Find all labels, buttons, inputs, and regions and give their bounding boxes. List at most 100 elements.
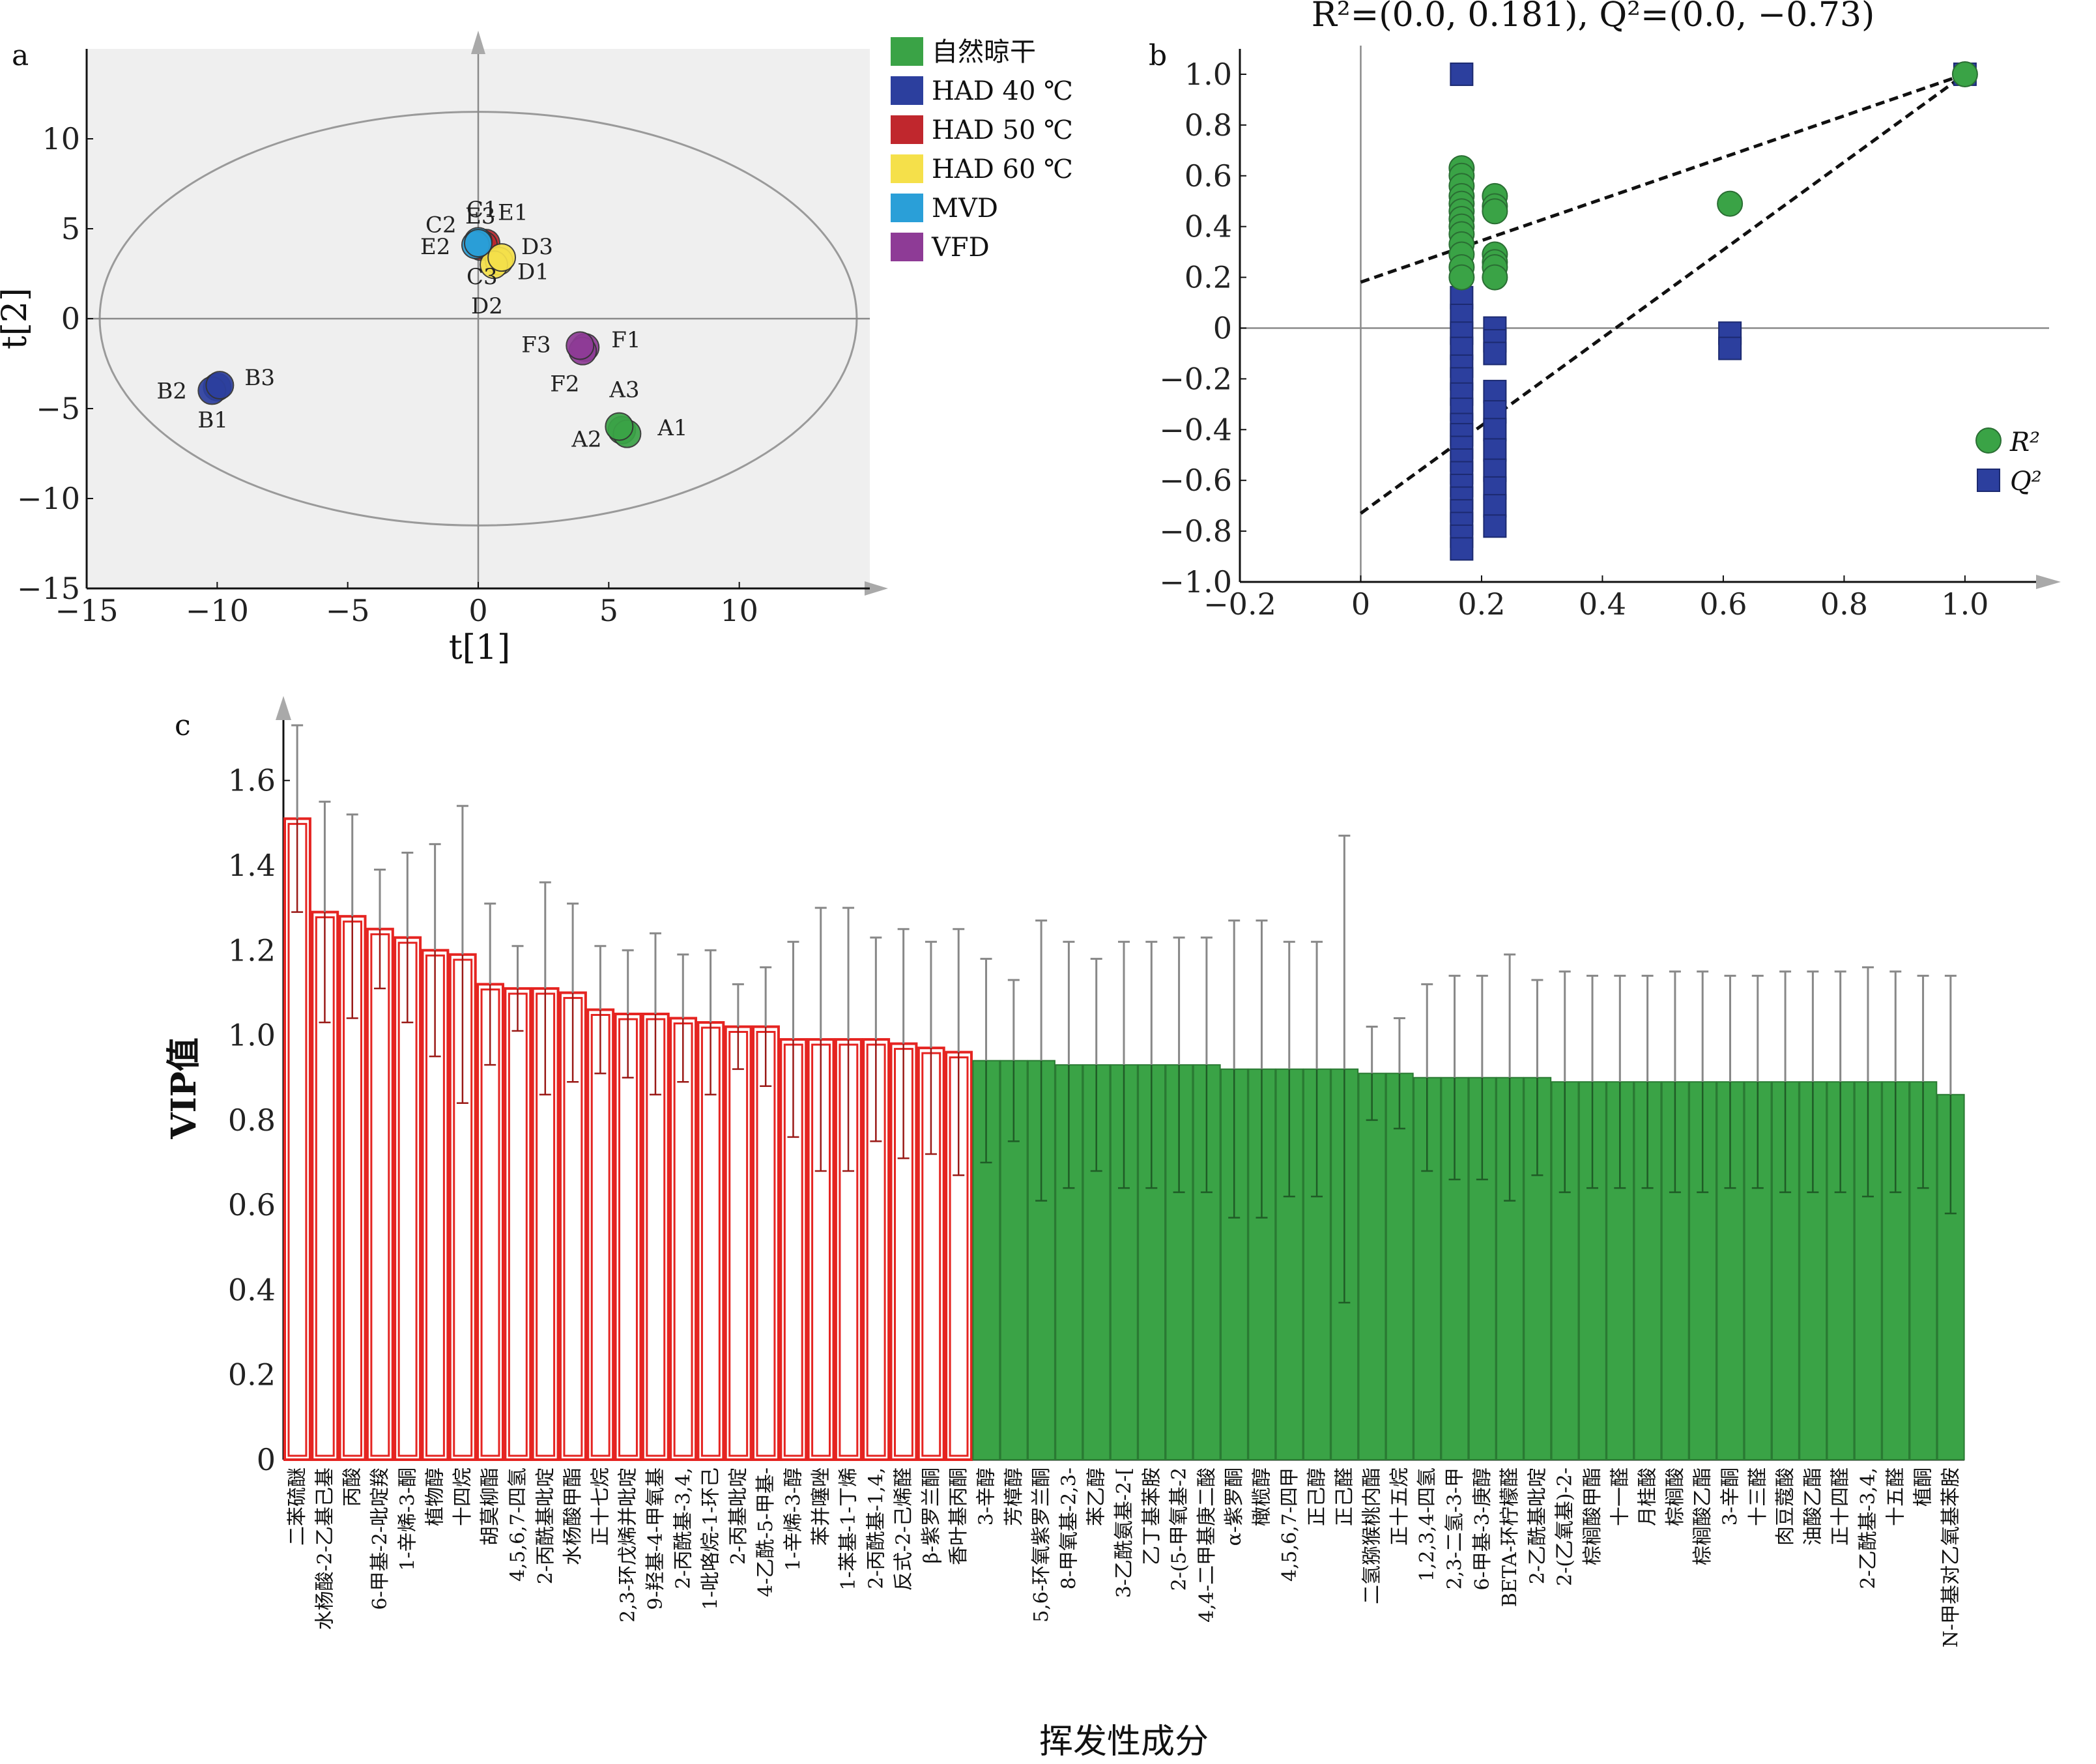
x-tick-label-b: 1.0 [1941,586,1988,622]
category-label: BETA-环柠檬醛 [1499,1468,1521,1607]
point-label-B3: B3 [244,365,275,391]
y-tick-label-c: 0.2 [228,1357,276,1393]
point-label-C2: C2 [425,212,457,239]
x-tick-label-b: 0.4 [1579,586,1626,622]
legend-marker-q2 [1977,469,2000,492]
y-axis-title-c: VIP值 [164,1037,204,1140]
category-label: 苯并噻唑 [810,1468,833,1546]
x-axis-arrow-a [865,581,888,596]
y-tick-label-c: 0.6 [228,1187,276,1222]
y-tick-label-b: 1.0 [1184,57,1232,92]
r2-point [1482,198,1508,225]
category-label: 2-乙酰基-3,4, [1857,1468,1880,1589]
r2-point [1717,190,1744,217]
y-tick-label-b: −0.4 [1159,412,1232,447]
q2-point [1483,494,1507,518]
vip-bar [1689,1081,1717,1460]
legend-swatch-a [891,115,923,144]
category-label: α-紫罗酮 [1223,1468,1246,1546]
x-tick-label-a: 5 [599,593,618,628]
score-point-D3 [487,243,517,272]
category-label: 香叶基丙酮 [947,1468,970,1565]
q2-point [1450,537,1474,561]
q2-point [1483,514,1507,538]
category-label: 正己醛 [1333,1468,1356,1526]
legend-label-a: 自然晾干 [932,37,1036,67]
x-tick-label-b: −0.2 [1203,586,1276,622]
r2-point [1448,264,1475,291]
y-tick-label-b: −0.8 [1159,513,1232,549]
legend-marker-r2 [1975,427,2002,454]
category-label: 1,2,3,4-四氢 [1416,1468,1439,1582]
y-tick-label-a: 5 [61,211,80,246]
x-tick-label-b: 0 [1351,586,1370,622]
y-tick-label-b: −0.2 [1159,361,1232,396]
category-label: 4,4-二甲基庚二酸 [1196,1468,1218,1623]
category-label: 2,3-环戊烯并吡啶 [617,1468,640,1623]
legend-label-a: HAD 60 ℃ [932,154,1073,184]
category-label: 8-甲氧基-2,3- [1057,1468,1080,1589]
r2-point [1951,61,1978,87]
category-label: 正十七烷 [589,1468,612,1546]
y-axis-title-a: t[2] [0,288,35,350]
category-label: 4,5,6,7-四甲 [1278,1468,1301,1582]
y-tick-label-a: 0 [61,301,80,336]
panel-letter-a: a [12,39,29,72]
point-label-C3: C3 [467,264,498,290]
category-label: 棕榈酸 [1664,1468,1687,1526]
category-label: 十五醛 [1884,1468,1907,1526]
point-label-E2: E2 [420,234,450,260]
legend-swatch-a [891,154,923,183]
category-label: 十四烷 [452,1468,474,1526]
point-label-E3: E3 [465,203,495,229]
y-tick-label-c: 1.4 [228,848,276,883]
category-label: 棕榈酸甲酯 [1581,1468,1604,1565]
category-label: 乙丁基苯胺 [1140,1468,1163,1565]
y-axis-arrow-c [276,696,291,720]
y-tick-label-b: 0 [1213,310,1232,345]
point-label-F3: F3 [521,332,551,358]
category-label: 2-(乙氧基)-2- [1554,1468,1577,1586]
legend-swatch-a [891,76,923,105]
point-label-D2: D2 [471,293,503,319]
x-tick-label-a: −10 [186,593,249,628]
x-tick-label-b: 0.2 [1457,586,1505,622]
y-tick-label-c: 1.6 [228,763,276,798]
q2-point [1450,62,1474,86]
y-tick-label-c: 1.0 [228,1018,276,1053]
category-label: 1-辛烯-3-酮 [396,1468,419,1571]
point-label-A1: A1 [657,415,687,441]
legend-label-a: VFD [931,233,990,263]
x-axis-title-c: 挥发性成分 [1039,1722,1209,1761]
x-axis-title-a: t[1] [449,628,511,667]
y-tick-label-b: 0.4 [1184,209,1232,244]
y-tick-label-b: 0.8 [1184,108,1232,143]
vip-bar [1220,1068,1248,1460]
category-label: 胡莫柳酯 [479,1468,502,1546]
x-tick-label-a: 0 [468,593,487,628]
q2-point [1483,418,1507,442]
category-label: 2-丙基吡啶 [727,1468,750,1565]
x-axis-arrow-b [2036,575,2061,589]
score-point-A3 [605,412,634,441]
category-label: 2-丙酰基吡啶 [534,1468,557,1584]
legend-label-r2: R² [2009,427,2040,457]
category-label: 1-吡咯烷-1-环己 [700,1468,723,1610]
category-label: 2-丙酰基-3,4, [672,1468,695,1589]
q2-point [1483,438,1507,462]
score-point-F3 [566,331,595,360]
category-label: 十三醛 [1747,1468,1770,1526]
category-label: β-紫罗兰酮 [920,1468,943,1563]
panel-c-vip-bar-chart: c1.61.41.21.00.80.60.40.20VIP值挥发性成分二苯硫醚水… [164,696,1965,1761]
x-tick-label-b: 0.8 [1820,586,1868,622]
category-label: 1-苯基-1-丁烯 [837,1468,860,1591]
point-label-F2: F2 [550,371,579,398]
point-label-D1: D1 [517,259,549,285]
category-label: 2,3-二氢-3-甲 [1444,1468,1467,1589]
legend-swatch-a [891,194,923,222]
y-tick-label-c: 0.4 [228,1272,276,1307]
category-label: 3-辛醇 [975,1468,998,1525]
category-label: 二氢猕猴桃内酯 [1361,1468,1384,1604]
legend-label-a: MVD [932,194,998,224]
